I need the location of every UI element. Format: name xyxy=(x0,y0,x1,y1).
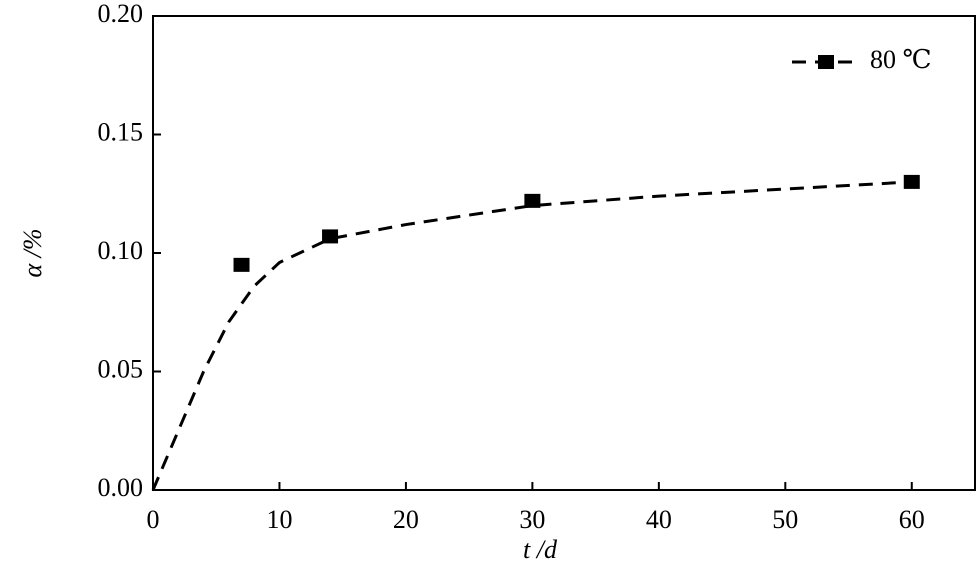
x-tick-label: 30 xyxy=(519,505,545,534)
y-tick-label: 0.15 xyxy=(98,117,144,146)
x-tick-label: 20 xyxy=(393,505,419,534)
y-tick-label: 0.05 xyxy=(98,354,144,383)
data-point xyxy=(903,174,920,189)
x-tick-label: 0 xyxy=(147,505,160,534)
data-point xyxy=(322,229,339,244)
data-point xyxy=(524,193,541,208)
data-point xyxy=(233,257,250,272)
x-tick-label: 50 xyxy=(772,505,798,534)
legend-label: 80 ℃ xyxy=(870,45,932,74)
fit-curve xyxy=(151,180,912,491)
y-tick-label: 0.20 xyxy=(98,0,144,28)
y-tick-label: 0.10 xyxy=(98,236,144,265)
plot-frame xyxy=(152,15,976,491)
y-axis-label: α /% xyxy=(18,228,47,277)
y-tick-label: 0.00 xyxy=(98,473,144,502)
x-tick-label: 40 xyxy=(646,505,672,534)
x-tick-label: 60 xyxy=(899,505,925,534)
legend-marker xyxy=(818,55,834,69)
x-tick-label: 10 xyxy=(266,505,292,534)
x-axis-label: t /d xyxy=(523,535,558,564)
